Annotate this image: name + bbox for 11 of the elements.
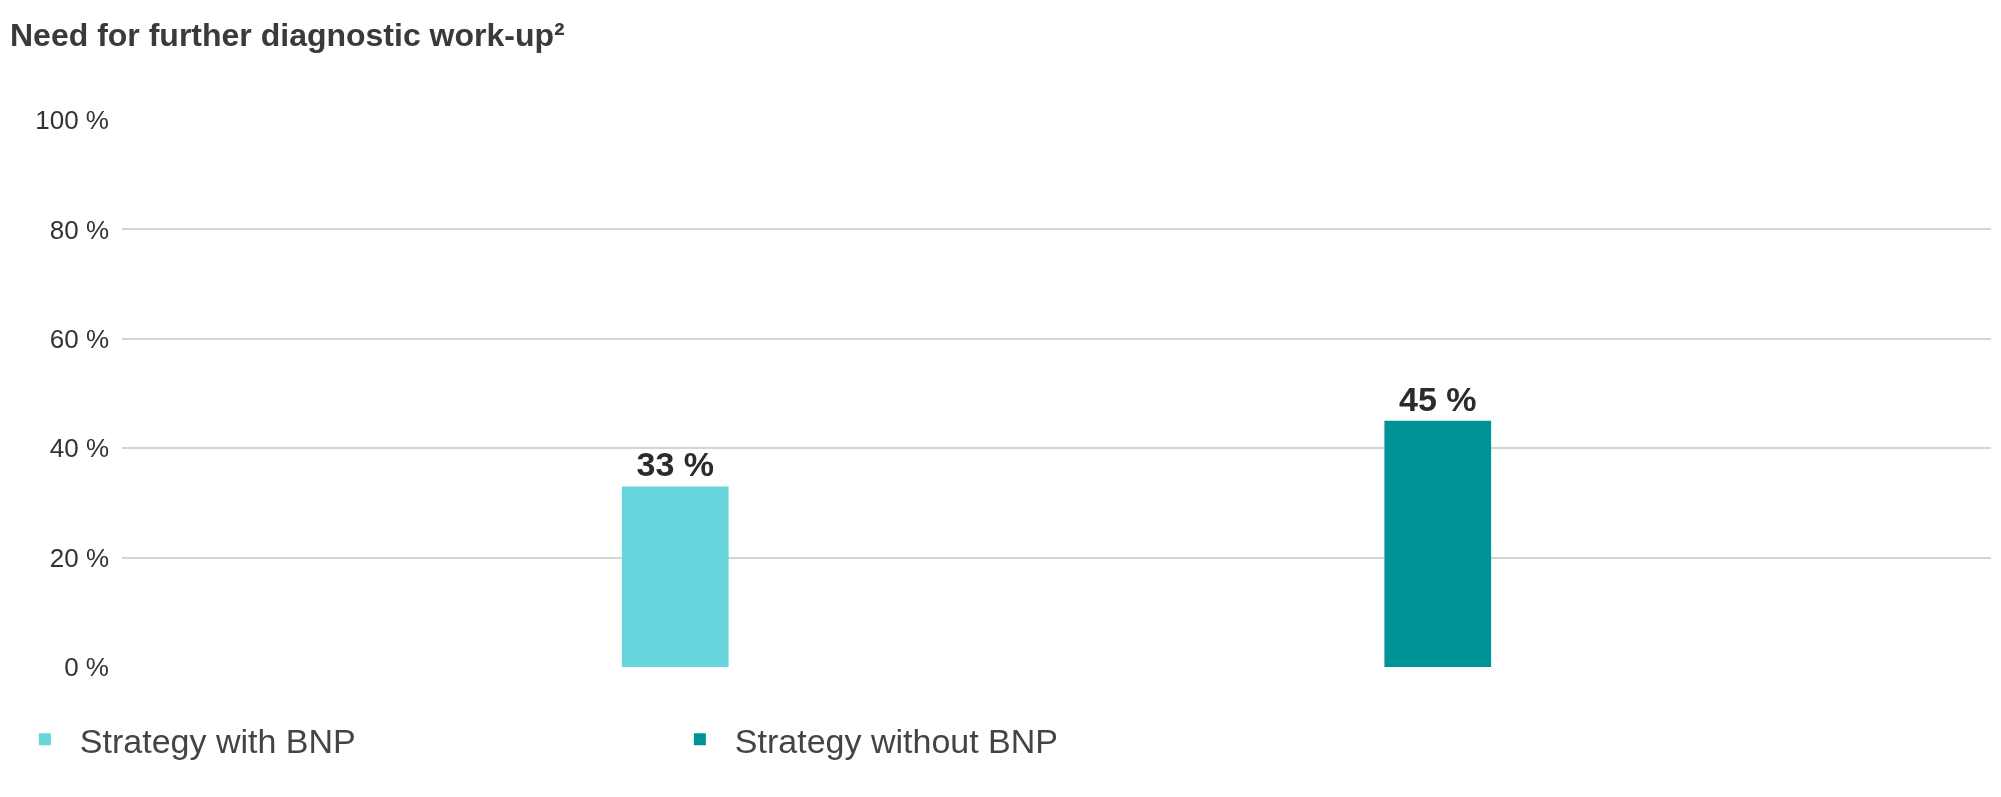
legend-label: Strategy with BNP (79, 721, 356, 760)
y-tick-label: 100 % (35, 105, 109, 136)
chart-title: Need for further diagnostic work-up² (10, 17, 565, 54)
data-label: 45 % (1399, 379, 1477, 418)
y-tick-label: 80 % (49, 214, 109, 245)
y-tick-label: 20 % (49, 542, 109, 573)
y-tick-label: 0 % (64, 652, 109, 683)
y-tick-label: 40 % (49, 433, 109, 464)
legend-label: Strategy without BNP (734, 721, 1059, 760)
data-label: 33 % (636, 445, 714, 484)
y-tick-label: 60 % (49, 323, 109, 354)
